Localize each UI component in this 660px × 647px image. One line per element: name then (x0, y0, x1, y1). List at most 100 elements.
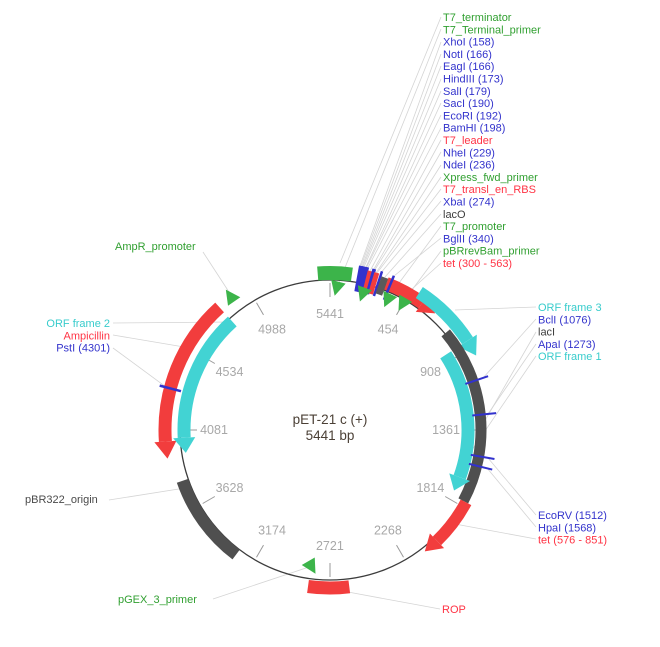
notI-label: NotI (166) (443, 49, 492, 61)
tet-576-851-label-leader (454, 523, 537, 540)
pstI-label-leader (112, 347, 167, 388)
xbaI-label-leader (381, 200, 442, 272)
hpaI-label: HpaI (1568) (538, 522, 596, 534)
hpaI-site (468, 462, 493, 471)
tick-label-4988: 4988 (258, 323, 286, 337)
tick-label-908: 908 (420, 365, 441, 379)
orf-frame-2-label: ORF frame 2 (46, 318, 110, 330)
bglII-label-leader (393, 237, 442, 277)
tick-label-1814: 1814 (416, 481, 444, 495)
sacI-label-leader (365, 102, 442, 268)
ecoRI-label-leader (366, 114, 442, 268)
ampr-promoter-label-leader (202, 251, 230, 293)
apaI-label: ApaI (1273) (538, 339, 595, 351)
tick-label-4534: 4534 (216, 365, 244, 379)
t7-terminal-primer-label: T7_Terminal_primer (443, 24, 541, 36)
ampicillin-label: Ampicillin (64, 330, 110, 342)
salI-label: SalI (179) (443, 86, 491, 98)
primer-markers-layer (225, 279, 413, 574)
t7-leader-label: T7_leader (443, 135, 493, 147)
pstI-site (159, 384, 182, 393)
plasmid-title: pET-21 c (+) (293, 412, 368, 427)
apaI-label-leader (487, 343, 537, 415)
pbr322-origin-label: pBR322_origin (25, 494, 98, 506)
orf-frame-3-label-leader (454, 306, 537, 311)
rop-block (307, 580, 351, 595)
bglII-label: BglII (340) (443, 233, 494, 245)
hpaI-label-leader (486, 467, 537, 528)
sacI-label: SacI (190) (443, 98, 494, 110)
ecoRV-label-leader (487, 457, 537, 516)
t7-terminal-primer-marker (331, 279, 346, 296)
tick-mark (396, 544, 404, 558)
tet-300-563-label-leader (411, 262, 442, 290)
t7-transl-en-rbs-label: T7_transl_en_RBS (443, 184, 536, 196)
t7-terminal-primer-label-leader (337, 28, 442, 286)
orf-frame-3-arc (415, 287, 473, 345)
t7-terminator-label: T7_terminator (443, 12, 512, 24)
t7-transl-en-rbs-label-leader (376, 188, 442, 274)
lacO-label-leader (384, 213, 442, 278)
ampicillin-label-leader (112, 334, 191, 349)
tick-label-2721: 2721 (316, 539, 344, 553)
t7-leader-label-leader (369, 139, 442, 272)
orf-frame-2-arc-arrowhead (173, 437, 196, 453)
tick-mark (256, 302, 264, 316)
bclI-site (465, 375, 489, 385)
t7-terminator-label-leader (339, 16, 442, 264)
ecoRV-label: EcoRV (1512) (538, 510, 607, 522)
hindIII-label: HindIII (173) (443, 74, 504, 86)
pbrrevbam-primer-marker (398, 294, 413, 311)
ecoRI-label: EcoRI (192) (443, 110, 502, 122)
orf-frame-1-arc-arrowhead (449, 473, 471, 491)
pbr322-origin-arc (176, 478, 240, 560)
t7-promoter-label: T7_promoter (443, 221, 506, 233)
bamHI-label-leader (367, 127, 442, 268)
ampicillin-arc-arrowhead (154, 440, 177, 459)
tick-mark (256, 544, 264, 558)
bamHI-label: BamHI (198) (443, 123, 505, 135)
xpress-fwd-primer-marker (357, 285, 372, 302)
rop-label: ROP (442, 604, 466, 616)
orf-frame-2-label-leader (112, 321, 233, 324)
notI-label-leader (360, 53, 442, 267)
tet-300-563-label: tet (300 - 563) (443, 258, 512, 270)
pstI-label: PstI (4301) (56, 343, 110, 355)
pbrrevbam-primer-label: pBRrevBam_primer (443, 246, 540, 258)
salI-label-leader (363, 90, 442, 268)
orf-frame-1-label: ORF frame 1 (538, 351, 602, 363)
tick-label-5441: 5441 (316, 307, 344, 321)
ecoRV-site (470, 453, 495, 460)
pgex-3-primer-marker (301, 557, 316, 574)
t7-promoter-marker (383, 290, 398, 308)
xbaI-label: XbaI (274) (443, 197, 494, 209)
tick-mark (444, 496, 458, 504)
pbr322-origin-label-leader (108, 487, 186, 501)
tick-mark (202, 496, 216, 504)
tick-labels-layer: 5441 454 908 1361 1814 2268 2721 3174 3628 4081 45… (200, 307, 460, 553)
tick-label-454: 454 (378, 323, 399, 337)
lacI-label: lacI (538, 327, 555, 339)
nheI-label: NheI (229) (443, 147, 495, 159)
pgex-3-primer-label-leader (212, 566, 310, 600)
orf-frame-1-arc (440, 351, 475, 480)
orf-frame-3-arc-arrowhead (458, 334, 477, 356)
rop-label-leader (347, 591, 441, 610)
xhoI-site (354, 265, 362, 292)
tick-label-3174: 3174 (258, 524, 286, 538)
orf-frame-3-label: ORF frame 3 (538, 302, 602, 314)
eagI-label: EagI (166) (443, 61, 494, 73)
eagI-label-leader (361, 65, 442, 267)
tet-576-851-arrow-arrowhead (424, 533, 445, 552)
ampr-promoter-marker (225, 289, 241, 306)
plasmid-size: 5441 bp (306, 428, 355, 443)
lacO-bar (375, 276, 389, 296)
pgex-3-primer-label: pGEX_3_primer (118, 594, 197, 606)
tick-label-2268: 2268 (374, 524, 402, 538)
tet-576-851-arrow (432, 499, 472, 546)
ndeI-label-leader (374, 164, 442, 270)
t7-terminator-block (317, 266, 353, 282)
